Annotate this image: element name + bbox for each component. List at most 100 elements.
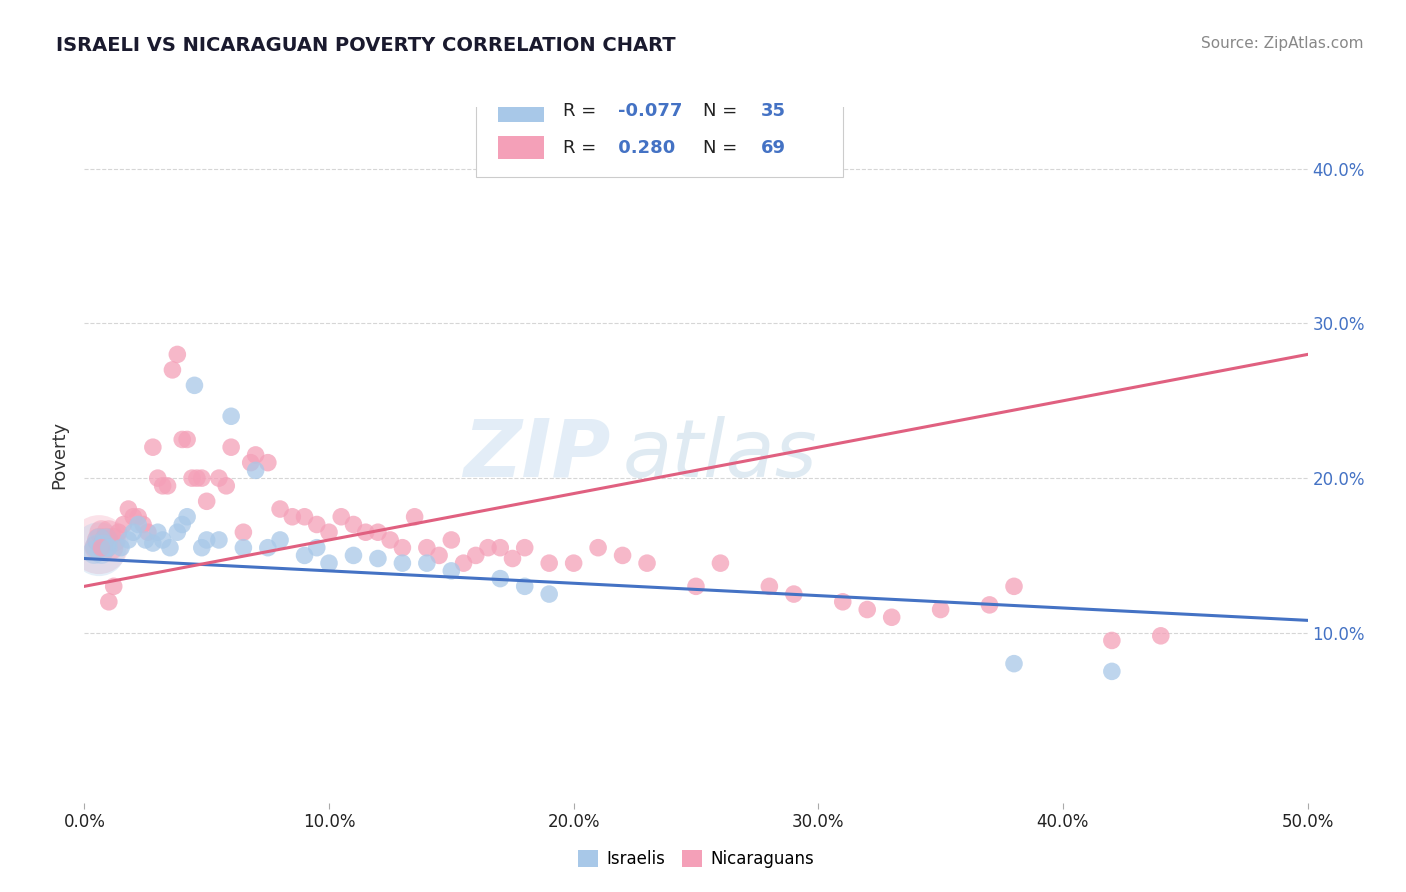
Point (132, 517, 155, 532)
Point (103, 533, 125, 547)
Point (86, 539, 108, 553)
Point (97, 525, 120, 540)
Text: -0.077: -0.077 (617, 102, 682, 120)
Point (404, 509, 426, 524)
Point (783, 587, 806, 601)
Point (636, 556, 658, 570)
Point (612, 549, 634, 563)
Point (232, 541, 254, 555)
Point (416, 541, 439, 555)
Text: R =: R = (562, 102, 602, 120)
Point (215, 479, 238, 493)
Point (87, 533, 110, 547)
Text: Source: ZipAtlas.com: Source: ZipAtlas.com (1201, 36, 1364, 51)
Point (477, 541, 499, 555)
Point (191, 471, 214, 485)
Point (86, 541, 108, 555)
Point (156, 479, 179, 493)
Point (453, 556, 475, 570)
Point (856, 602, 879, 616)
Point (586, 541, 609, 555)
Point (83, 545, 105, 559)
Point (685, 579, 707, 593)
Point (1002, 657, 1025, 671)
Point (979, 598, 1001, 612)
Point (90, 525, 112, 540)
Point (127, 517, 149, 532)
Point (208, 471, 231, 485)
Point (416, 556, 439, 570)
Point (245, 463, 267, 477)
Bar (498, 136, 544, 159)
Point (880, 610, 903, 624)
Point (135, 533, 157, 547)
Point (152, 479, 174, 493)
Point (281, 509, 304, 524)
Bar (498, 99, 544, 122)
Point (709, 556, 731, 570)
Point (239, 456, 262, 470)
Point (181, 471, 204, 485)
Text: 0.280: 0.280 (612, 139, 675, 157)
Point (1101, 665, 1123, 679)
Point (354, 525, 377, 540)
Point (232, 525, 254, 540)
Point (166, 525, 188, 540)
Point (929, 602, 952, 616)
Point (87, 538, 110, 552)
Point (110, 541, 132, 555)
Point (367, 525, 389, 540)
Point (93, 539, 115, 553)
Point (87, 533, 110, 547)
Point (176, 509, 198, 524)
Point (112, 517, 135, 532)
Point (1150, 629, 1173, 643)
Point (367, 551, 389, 566)
Point (136, 525, 159, 540)
Point (208, 533, 231, 547)
Point (489, 541, 512, 555)
Point (186, 471, 208, 485)
Point (391, 556, 413, 570)
Text: N =: N = (703, 102, 744, 120)
Point (269, 502, 291, 516)
Point (1002, 579, 1025, 593)
Point (245, 448, 267, 462)
Point (100, 541, 122, 555)
Point (562, 556, 585, 570)
Point (513, 541, 536, 555)
Point (538, 556, 561, 570)
Point (195, 494, 218, 508)
Point (269, 533, 291, 547)
Point (176, 433, 198, 447)
Point (330, 509, 353, 524)
Point (318, 525, 340, 540)
Point (166, 347, 188, 361)
Point (122, 525, 145, 540)
Point (380, 533, 402, 547)
Point (305, 517, 328, 532)
Point (146, 471, 169, 485)
Point (440, 564, 463, 578)
Text: R =: R = (562, 139, 602, 157)
Point (117, 533, 139, 547)
Point (305, 541, 328, 555)
Point (96, 533, 118, 547)
Point (97, 541, 120, 555)
Point (172, 517, 194, 532)
Point (342, 549, 364, 563)
Point (342, 517, 364, 532)
Point (93, 541, 115, 555)
Point (127, 509, 149, 524)
Point (294, 549, 316, 563)
Point (538, 587, 561, 601)
Point (391, 541, 413, 555)
Point (142, 536, 165, 550)
Point (427, 549, 450, 563)
Point (107, 525, 129, 540)
Text: atlas: atlas (623, 416, 817, 494)
Point (159, 541, 181, 555)
Point (103, 579, 125, 593)
Point (162, 363, 184, 377)
Point (142, 440, 165, 454)
